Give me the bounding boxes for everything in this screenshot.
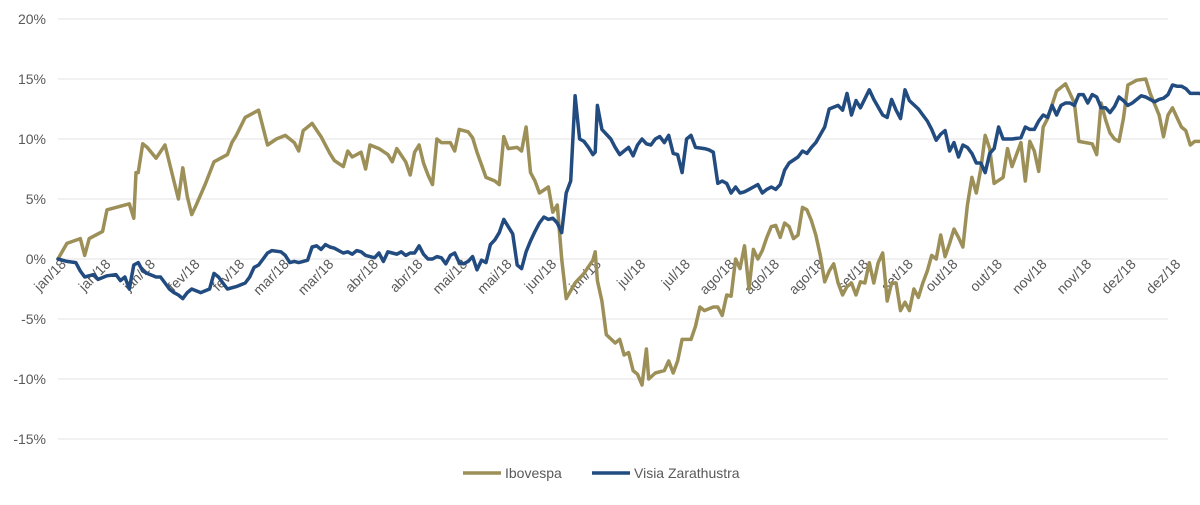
y-tick-label: 0% <box>26 251 46 267</box>
x-tick-label: abr/18 <box>342 256 382 296</box>
y-tick-label: -5% <box>21 311 46 327</box>
gridlines <box>58 18 1168 440</box>
x-tick-label: jun/18 <box>520 256 559 295</box>
y-tick-label: 10% <box>18 131 46 147</box>
x-tick-label: nov/18 <box>1053 256 1094 297</box>
y-tick-label: -15% <box>13 431 46 447</box>
x-tick-label: nov/18 <box>1009 256 1050 297</box>
y-tick-label: 15% <box>18 71 46 87</box>
y-axis-ticks: 20% 15% 10% 5% 0% -5% -10% -15% <box>13 11 46 447</box>
series-line-ibovespa <box>56 77 1200 387</box>
x-tick-label: out/18 <box>966 256 1005 295</box>
y-tick-label: 20% <box>18 11 46 27</box>
x-tick-label: dez/18 <box>1142 256 1183 297</box>
x-tick-label: mar/18 <box>250 256 292 298</box>
x-tick-label: abr/18 <box>386 256 426 296</box>
x-tick-label: jul/18 <box>657 256 693 292</box>
legend: Ibovespa Visia Zarathustra <box>463 465 740 481</box>
y-tick-label: -10% <box>13 371 46 387</box>
legend-label: Visia Zarathustra <box>634 465 740 481</box>
y-tick-label: 5% <box>26 191 46 207</box>
x-tick-label: dez/18 <box>1098 256 1139 297</box>
series-lines <box>56 77 1200 387</box>
series-line-visia-zarathustra <box>56 83 1200 301</box>
legend-label: Ibovespa <box>505 465 562 481</box>
x-tick-label: jul/18 <box>613 256 649 292</box>
